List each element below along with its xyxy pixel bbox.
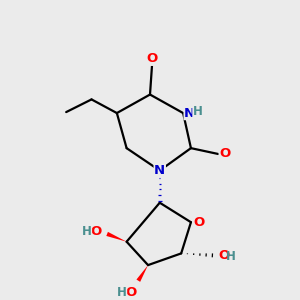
- Text: O: O: [90, 226, 101, 238]
- Text: H: H: [82, 226, 92, 238]
- Text: O: O: [146, 52, 158, 65]
- Polygon shape: [106, 232, 127, 242]
- Text: O: O: [193, 216, 204, 229]
- Text: H: H: [117, 286, 127, 298]
- Text: N: N: [154, 164, 165, 177]
- Text: O: O: [219, 148, 230, 160]
- Text: H: H: [226, 250, 236, 263]
- Text: H: H: [193, 105, 203, 118]
- Text: O: O: [218, 249, 230, 262]
- Polygon shape: [136, 265, 148, 282]
- Text: O: O: [125, 286, 136, 298]
- Text: N: N: [184, 106, 195, 120]
